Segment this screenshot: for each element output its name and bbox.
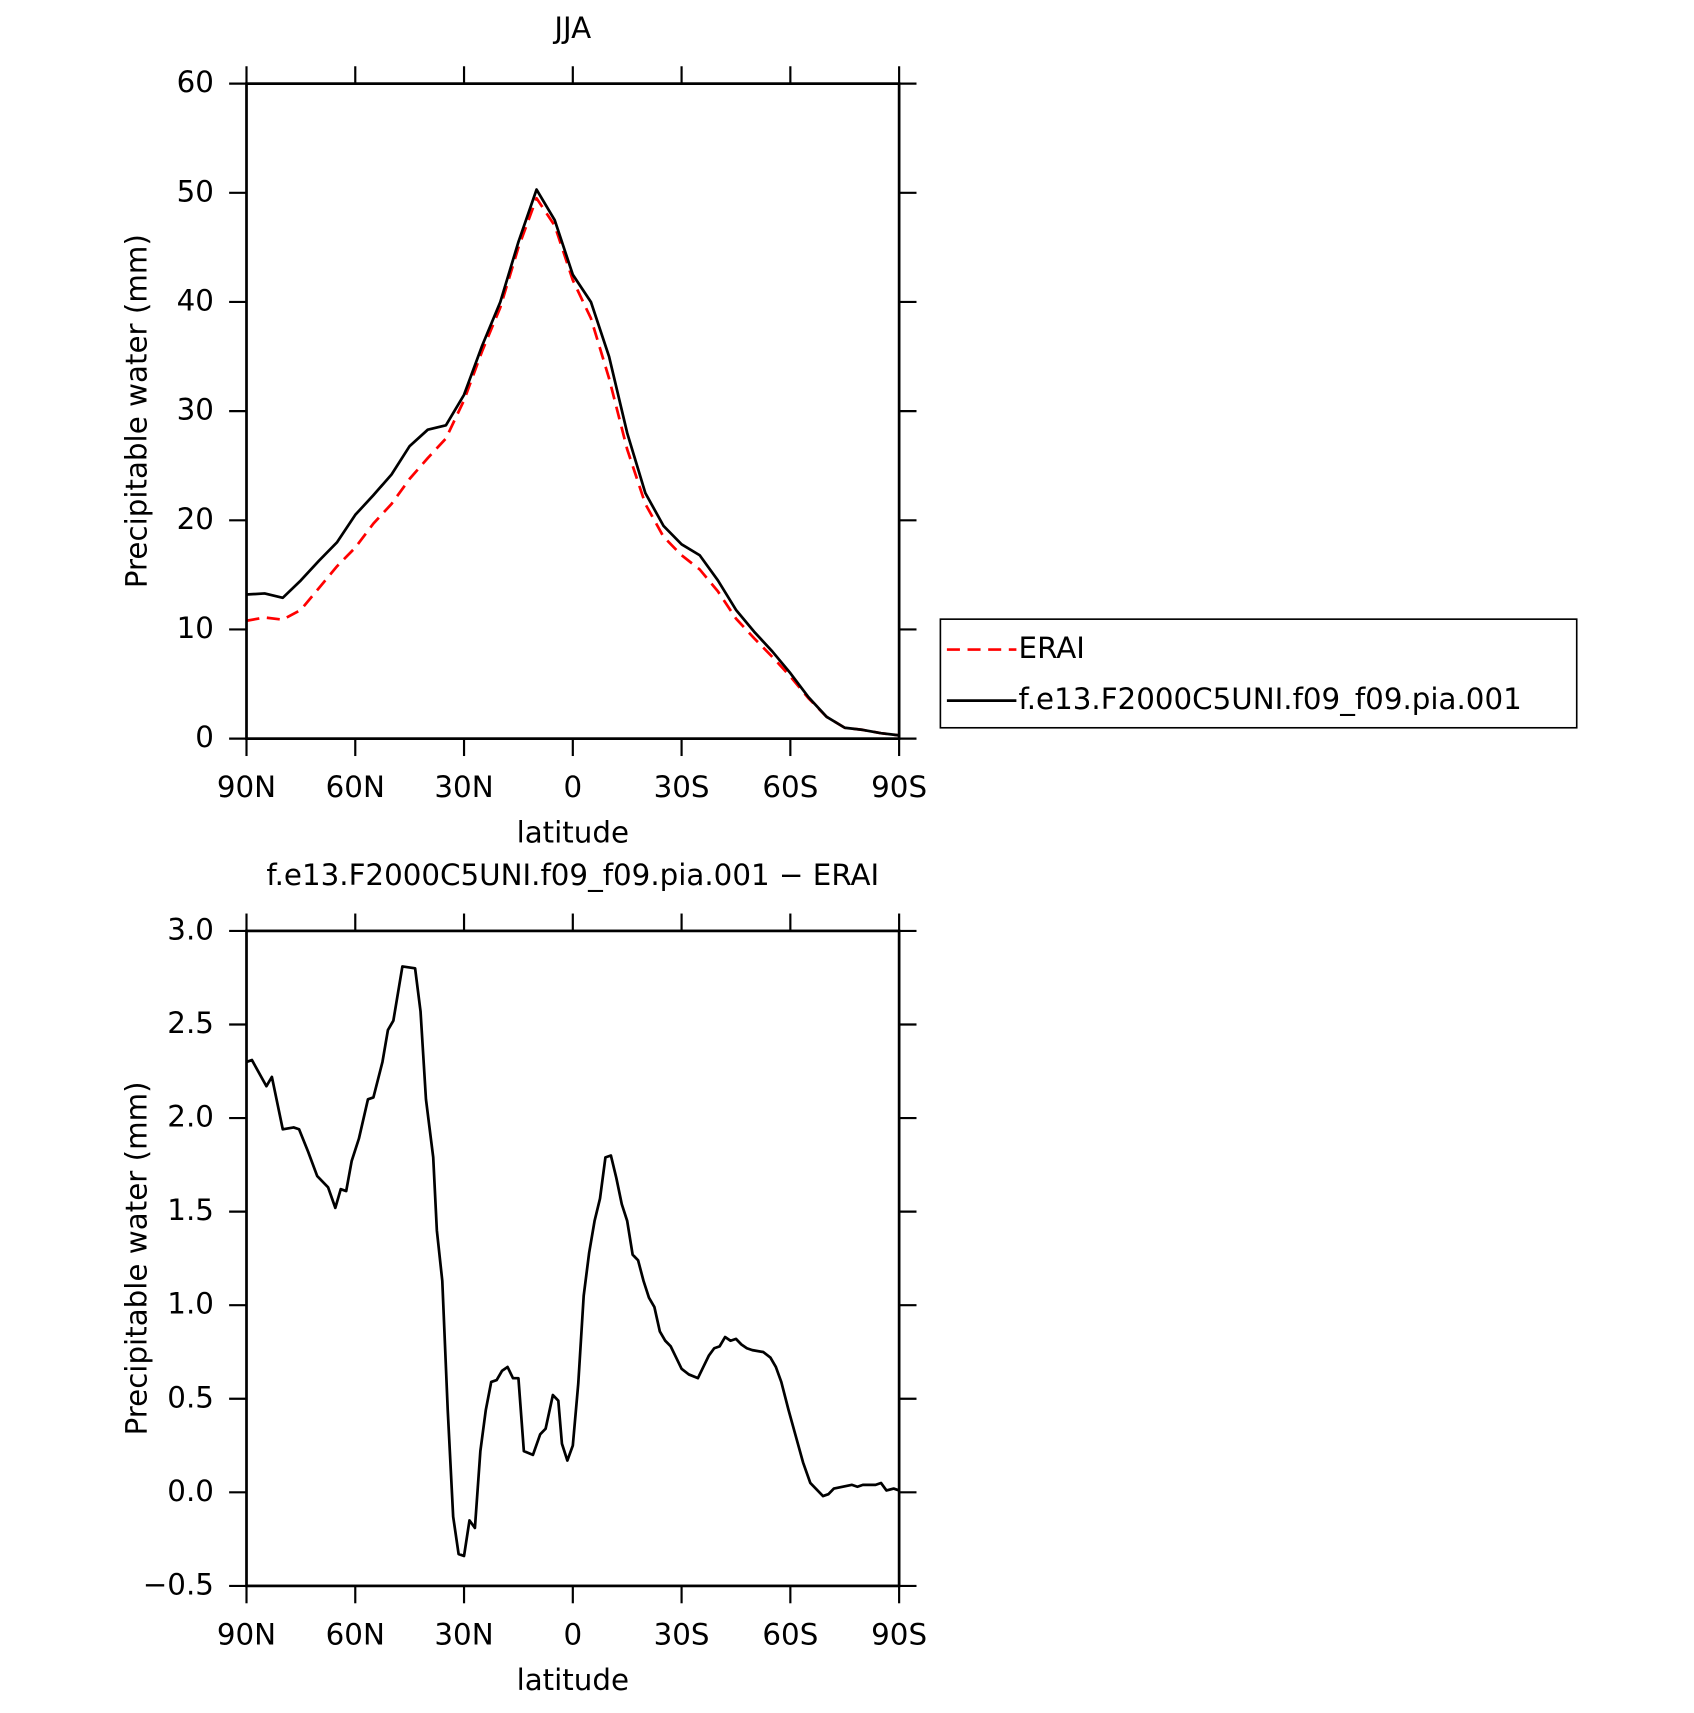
y-tick-label: 0.0 [167,1474,214,1508]
chart-title: f.e13.F2000C5UNI.f09_f09.pia.001 − ERAI [266,858,879,892]
x-tick-label: 30N [434,1617,493,1651]
y-tick-label: −0.5 [143,1567,214,1601]
x-tick-label: 0 [563,770,582,804]
x-tick-label: 30N [434,770,493,804]
chart-title: JJA [552,11,591,45]
x-tick-label: 60S [762,770,818,804]
x-tick-label: 90N [217,1617,276,1651]
data-line [246,188,900,737]
x-axis-label: latitude [517,816,629,850]
x-tick-label: 30S [654,1617,710,1651]
legend-box [939,618,1578,729]
x-tick-label: 60N [326,770,385,804]
plot-frame [245,929,901,1588]
y-tick-label: 10 [177,611,214,645]
x-tick-label: 60N [326,1617,385,1651]
y-tick-label: 1.5 [167,1193,214,1227]
x-tick-label: 90N [217,770,276,804]
x-tick-label: 90S [871,770,927,804]
plot-frame [245,82,901,741]
y-tick-label: 30 [177,393,214,427]
y-axis-label: Precipitable water (mm) [119,1081,153,1435]
x-axis-label: latitude [517,1663,629,1697]
y-axis-label: Precipitable water (mm) [119,234,153,588]
y-tick-label: 2.5 [167,1006,214,1040]
x-tick-label: 0 [563,1617,582,1651]
y-tick-label: 0 [195,720,214,754]
y-tick-label: 2.0 [167,1100,214,1134]
legend-label: ERAI [1019,631,1085,665]
y-tick-label: 3.0 [167,912,214,946]
x-tick-label: 60S [762,1617,818,1651]
legend: ERAI f.e13.F2000C5UNI.f09_f09.pia.001 [939,618,1578,729]
y-tick-label: 50 [177,174,214,208]
data-line [246,965,900,1558]
y-tick-label: 40 [177,283,214,317]
x-tick-label: 30S [654,770,710,804]
y-tick-label: 1.0 [167,1287,214,1321]
y-tick-label: 60 [177,65,214,99]
y-tick-label: 0.5 [167,1380,214,1414]
y-tick-label: 20 [177,502,214,536]
data-line [246,196,900,737]
x-tick-label: 90S [871,1617,927,1651]
legend-label: f.e13.F2000C5UNI.f09_f09.pia.001 [1019,682,1522,716]
